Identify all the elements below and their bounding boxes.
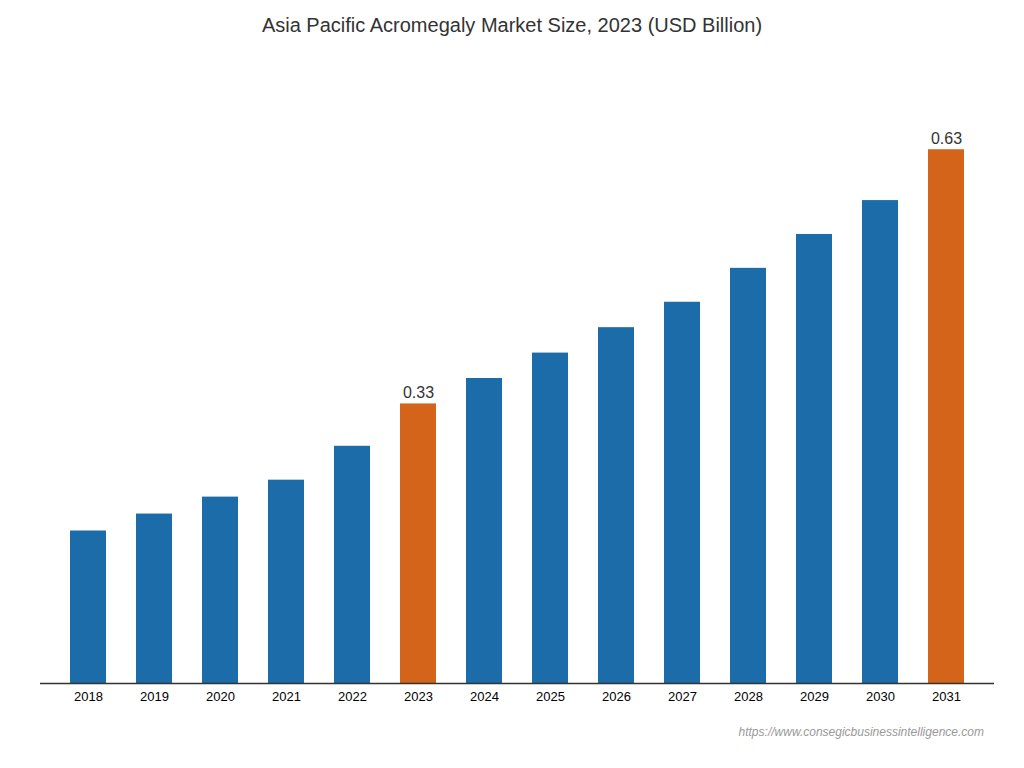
- svg-text:0.33: 0.33: [403, 384, 434, 401]
- svg-text:0.63: 0.63: [931, 130, 962, 147]
- svg-text:2027: 2027: [668, 689, 697, 704]
- svg-text:2026: 2026: [602, 689, 631, 704]
- svg-text:2031: 2031: [932, 689, 961, 704]
- svg-text:2028: 2028: [734, 689, 763, 704]
- svg-text:2030: 2030: [866, 689, 895, 704]
- svg-text:2025: 2025: [536, 689, 565, 704]
- svg-text:2023: 2023: [404, 689, 433, 704]
- svg-text:2024: 2024: [470, 689, 499, 704]
- svg-text:2029: 2029: [800, 689, 829, 704]
- html-text:https://www.consegicbusinessin: https://www.consegicbusinessintelligence…: [738, 725, 984, 739]
- svg-text:2018: 2018: [74, 689, 103, 704]
- svg-text:2020: 2020: [206, 689, 235, 704]
- svg-text:2019: 2019: [140, 689, 169, 704]
- svg-text:2021: 2021: [272, 689, 301, 704]
- html-text:Asia Pacific Acromegaly Market: Asia Pacific Acromegaly Market Size, 202…: [261, 14, 763, 36]
- svg-text:2022: 2022: [338, 689, 367, 704]
